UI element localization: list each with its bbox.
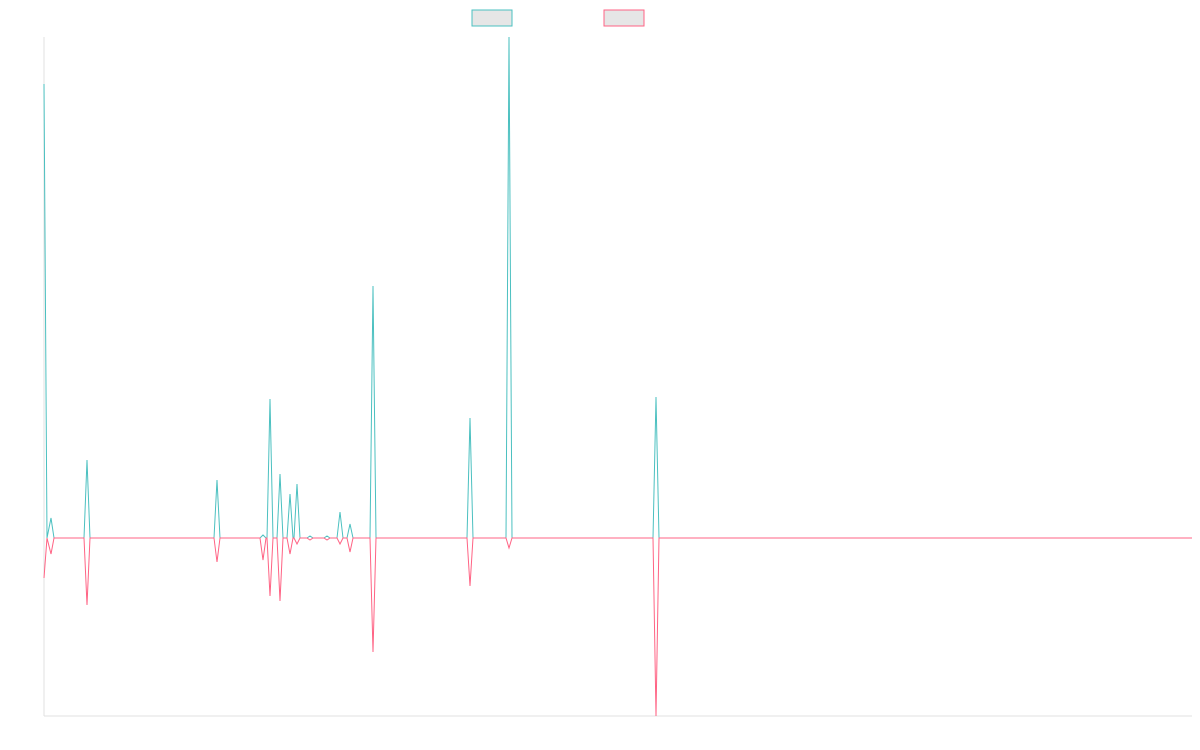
legend-swatch [471,9,513,27]
line [43,537,1192,717]
line [43,36,1192,539]
legend-swatch [603,9,645,27]
